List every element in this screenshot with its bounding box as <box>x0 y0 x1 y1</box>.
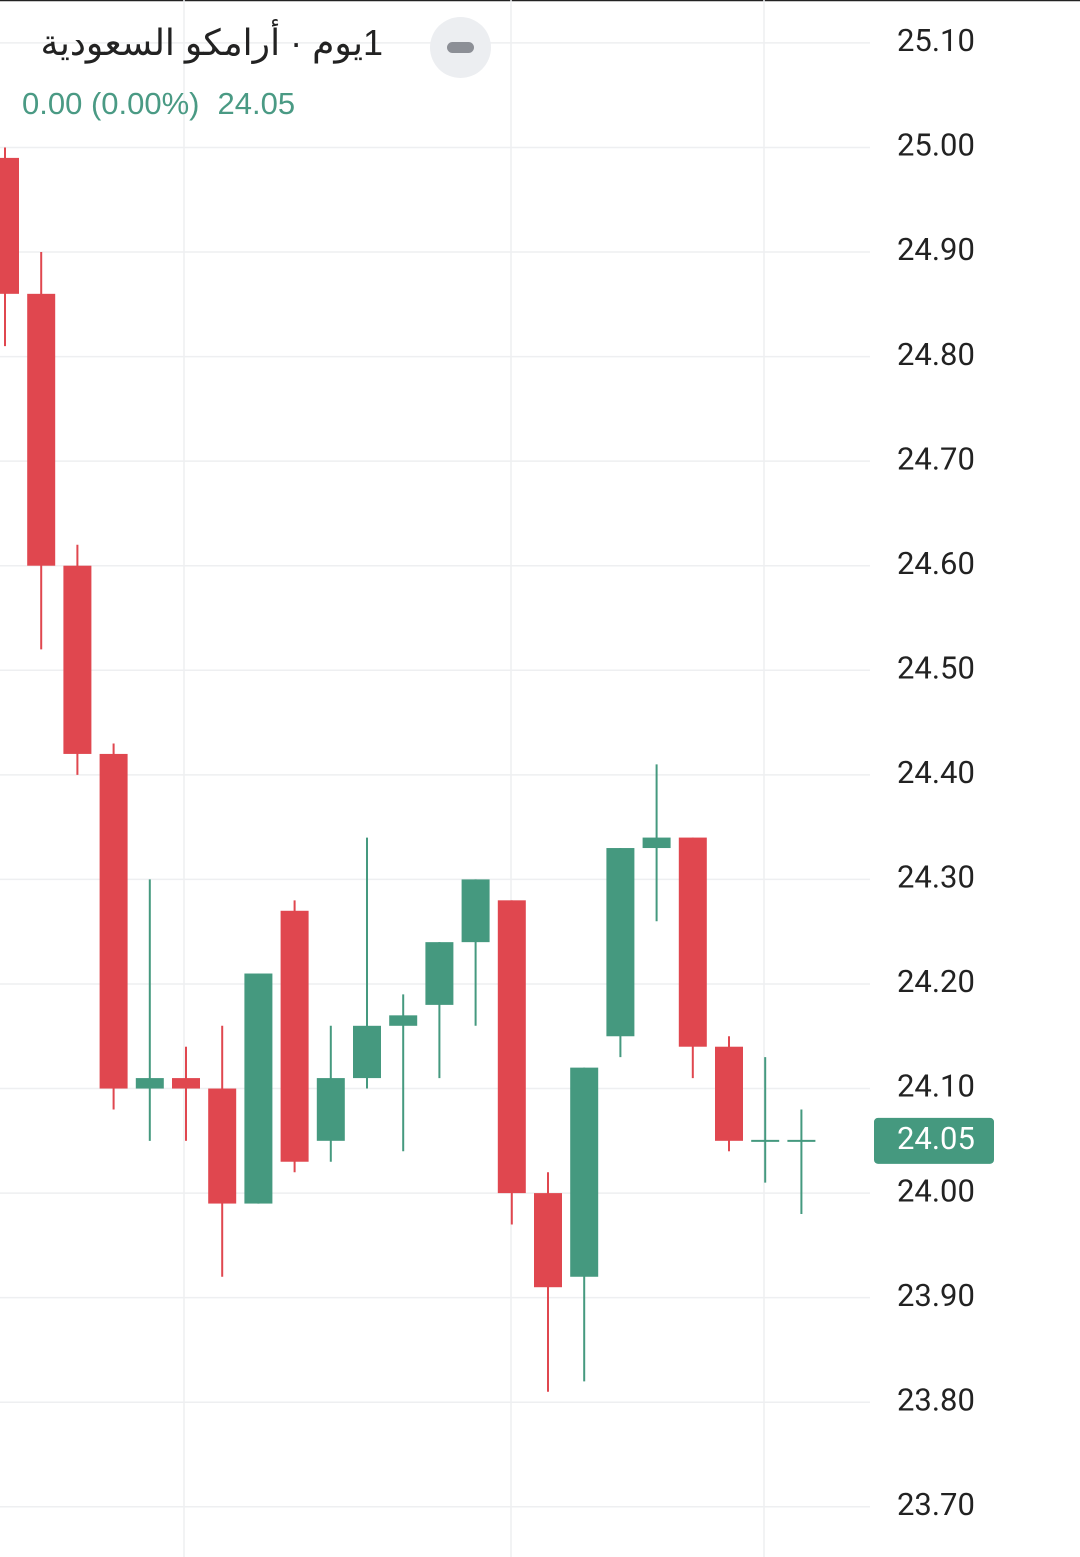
candle-body <box>715 1046 743 1141</box>
y-tick-label: 24.70 <box>897 440 975 477</box>
candle-body <box>389 1015 418 1026</box>
y-tick-label: 24.90 <box>897 231 975 268</box>
candle-body <box>316 1078 345 1141</box>
price-line: 0.00 (0.00%) 24.05 <box>22 86 313 122</box>
last-price-tag <box>874 1117 994 1164</box>
candle-body <box>27 293 56 566</box>
candles <box>0 147 816 1392</box>
candle-body <box>678 837 707 1047</box>
y-tick-label: 25.00 <box>897 127 975 164</box>
y-tick-label: 25.10 <box>897 22 975 59</box>
candle-body <box>135 1078 164 1089</box>
candle-body <box>208 1088 237 1204</box>
y-tick-label: 24.30 <box>897 859 975 896</box>
candle-body <box>461 879 490 943</box>
y-tick-label: 23.70 <box>897 1486 975 1523</box>
candle-body <box>280 910 309 1162</box>
candle-body <box>99 753 128 1089</box>
candle-body <box>570 1067 599 1277</box>
candle-body <box>606 848 635 1037</box>
candle-body <box>63 565 92 754</box>
candle-body <box>353 1025 381 1079</box>
y-tick-label: 24.50 <box>897 649 975 686</box>
candle-body <box>0 157 19 294</box>
candle-body <box>534 1193 562 1288</box>
candle-body <box>172 1078 200 1089</box>
candle-body <box>425 942 454 1005</box>
candle-body <box>642 837 671 849</box>
change: 0.00 (0.00%) <box>22 86 200 121</box>
candle-body <box>244 973 273 1204</box>
last-price-label: 24.05 <box>897 1120 975 1157</box>
grid <box>0 42 870 1508</box>
last-price: 24.05 <box>217 86 296 121</box>
candle-body <box>497 900 526 1194</box>
y-tick-label: 24.80 <box>897 336 975 373</box>
y-tick-label: 23.80 <box>897 1381 975 1418</box>
y-tick-label: 24.00 <box>897 1172 975 1209</box>
y-tick-label: 24.60 <box>897 545 975 582</box>
chart-title: 1يوم · أرامكو السعودية <box>40 22 383 63</box>
y-axis: 23.70 23.80 23.90 24.00 24.10 24.20 24.30 24.40… <box>874 22 994 1523</box>
collapse-button[interactable] <box>430 17 491 78</box>
y-tick-label: 24.40 <box>897 754 975 791</box>
y-tick-label: 24.20 <box>897 963 975 1000</box>
y-tick-label: 24.10 <box>897 1068 975 1105</box>
y-tick-label: 23.90 <box>897 1277 975 1314</box>
